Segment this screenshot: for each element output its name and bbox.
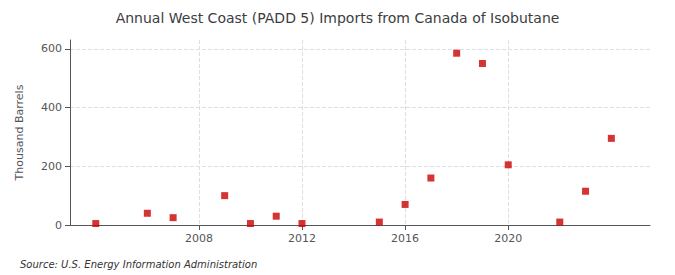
- svg-text:Annual West Coast (PADD 5) Imp: Annual West Coast (PADD 5) Imports from …: [116, 10, 560, 26]
- svg-text:Thousand Barrels: Thousand Barrels: [13, 84, 26, 181]
- svg-text:2012: 2012: [288, 232, 316, 245]
- svg-text:600: 600: [41, 42, 62, 55]
- svg-text:2016: 2016: [391, 232, 419, 245]
- svg-text:200: 200: [41, 160, 62, 173]
- svg-text:0: 0: [55, 219, 62, 232]
- svg-text:400: 400: [41, 101, 62, 114]
- svg-text:Source: U.S. Energy Informatio: Source: U.S. Energy Information Administ…: [20, 259, 257, 270]
- svg-text:2020: 2020: [494, 232, 522, 245]
- svg-text:2008: 2008: [185, 232, 213, 245]
